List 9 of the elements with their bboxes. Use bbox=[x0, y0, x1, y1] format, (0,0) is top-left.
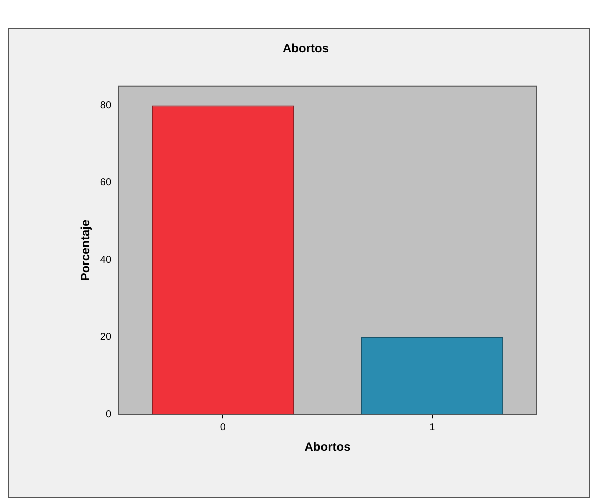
y-tick-label: 0 bbox=[106, 409, 112, 420]
y-tick-label: 60 bbox=[100, 178, 112, 189]
y-tick-label: 80 bbox=[100, 100, 112, 112]
y-tick-label: 40 bbox=[100, 254, 112, 266]
y-tick-label: 20 bbox=[100, 332, 112, 344]
x-tick-label: 1 bbox=[430, 422, 436, 434]
chart-title: Abortos bbox=[283, 42, 330, 56]
y-axis-title: Porcentaje bbox=[78, 219, 93, 282]
x-axis-title: Abortos bbox=[304, 440, 352, 454]
